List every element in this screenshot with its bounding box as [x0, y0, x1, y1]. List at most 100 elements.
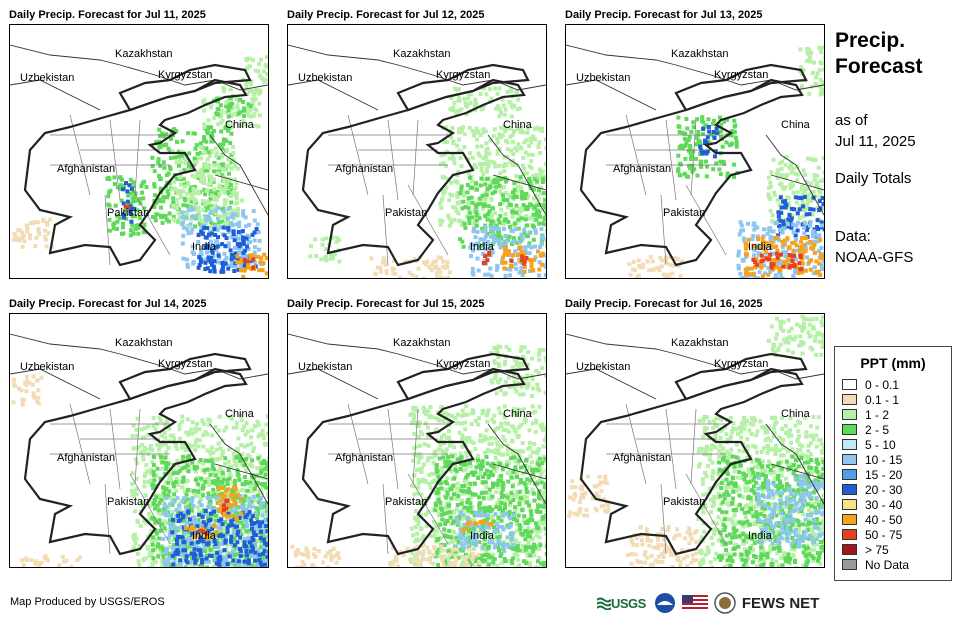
precip-cell — [241, 506, 245, 511]
precip-cell — [438, 201, 443, 206]
precip-cell — [241, 237, 246, 242]
precip-cell — [502, 169, 507, 173]
precip-cell — [231, 425, 236, 430]
precip-cell — [475, 241, 480, 246]
precip-cell — [175, 190, 180, 195]
precip-cell — [202, 176, 207, 181]
precip-cell — [463, 420, 467, 425]
precip-cell — [510, 140, 515, 145]
precip-cell — [226, 164, 231, 169]
precip-cell — [218, 446, 223, 451]
precip-cell — [490, 206, 495, 211]
precip-cell — [425, 510, 430, 514]
precip-cell — [485, 419, 490, 424]
precip-cell — [788, 162, 793, 167]
precip-cell — [772, 192, 777, 197]
precip-cell — [424, 262, 429, 267]
precip-cell — [141, 230, 146, 235]
precip-cell — [770, 213, 775, 218]
precip-cell — [483, 214, 488, 219]
precip-cell — [247, 503, 252, 508]
precip-cell — [236, 529, 241, 534]
precip-cell — [725, 171, 730, 176]
precip-cell — [134, 198, 139, 203]
precip-cell — [169, 136, 173, 141]
precip-cell — [151, 501, 156, 506]
precip-cell — [245, 443, 250, 448]
precip-cell — [243, 557, 248, 562]
precip-cell — [796, 268, 801, 273]
precip-cell — [232, 269, 237, 273]
precip-cell — [497, 232, 502, 237]
precip-cell — [222, 510, 227, 515]
precip-cell — [482, 202, 487, 207]
precip-cell — [529, 258, 534, 263]
precip-cell — [249, 441, 254, 446]
precip-cell — [204, 218, 209, 223]
precip-cell — [197, 545, 202, 550]
precip-cell — [226, 266, 231, 271]
precip-cell — [165, 189, 170, 193]
precip-cell — [213, 518, 218, 523]
precip-cell — [212, 169, 216, 174]
precip-cell — [531, 527, 536, 532]
kyrgyzstan-outline — [674, 63, 808, 112]
precip-cell — [166, 219, 171, 224]
precip-cell — [209, 206, 214, 211]
precip-cell — [261, 555, 265, 560]
precip-cell — [243, 432, 248, 437]
precip-cell — [262, 69, 266, 74]
precip-cell — [482, 237, 487, 242]
precip-cell — [197, 220, 202, 225]
precip-cell — [226, 495, 231, 500]
precip-cell — [211, 129, 216, 133]
precip-cell — [155, 212, 160, 217]
precip-cell — [226, 487, 231, 492]
precip-cell — [523, 248, 528, 253]
precip-cell — [142, 484, 147, 489]
precip-cell — [495, 180, 500, 185]
precip-cell — [498, 171, 503, 176]
precip-cell — [820, 223, 824, 228]
precip-cell — [189, 427, 194, 432]
precip-cell — [216, 171, 220, 176]
precip-cell — [235, 493, 240, 498]
precip-cell — [224, 110, 229, 115]
precip-cell — [267, 495, 268, 499]
precip-cell — [181, 220, 185, 225]
precip-cell — [262, 560, 267, 565]
precip-cell — [247, 537, 252, 542]
precip-cell — [155, 442, 160, 447]
precip-cell — [146, 424, 151, 429]
precip-cell — [472, 242, 477, 247]
precip-cell — [442, 530, 447, 535]
precip-cell — [475, 229, 480, 234]
precip-cell — [167, 149, 172, 153]
precip-cell — [478, 183, 483, 188]
precip-cell — [134, 536, 139, 541]
precip-cell — [253, 542, 258, 547]
precip-cell — [183, 198, 188, 203]
precip-cell — [705, 135, 710, 140]
precip-cell — [797, 261, 802, 266]
precip-cell — [175, 139, 179, 144]
precip-cell — [775, 198, 780, 203]
precip-cell — [184, 216, 189, 221]
precip-cell — [168, 165, 172, 170]
precip-cell — [212, 177, 216, 182]
precip-cell — [188, 222, 193, 227]
precip-cell — [181, 176, 186, 181]
precip-cell — [222, 198, 227, 203]
precip-cell — [205, 432, 210, 437]
precip-cell — [496, 448, 501, 453]
precip-cell — [242, 553, 247, 558]
precip-cell — [143, 556, 148, 561]
precip-cell — [224, 100, 229, 104]
precip-cell — [505, 90, 510, 94]
precip-cell — [11, 400, 16, 405]
precip-cell — [185, 264, 190, 269]
precip-cell — [207, 154, 212, 159]
precip-cell — [782, 226, 787, 231]
precip-cell — [227, 447, 232, 452]
precip-cell — [778, 261, 783, 266]
